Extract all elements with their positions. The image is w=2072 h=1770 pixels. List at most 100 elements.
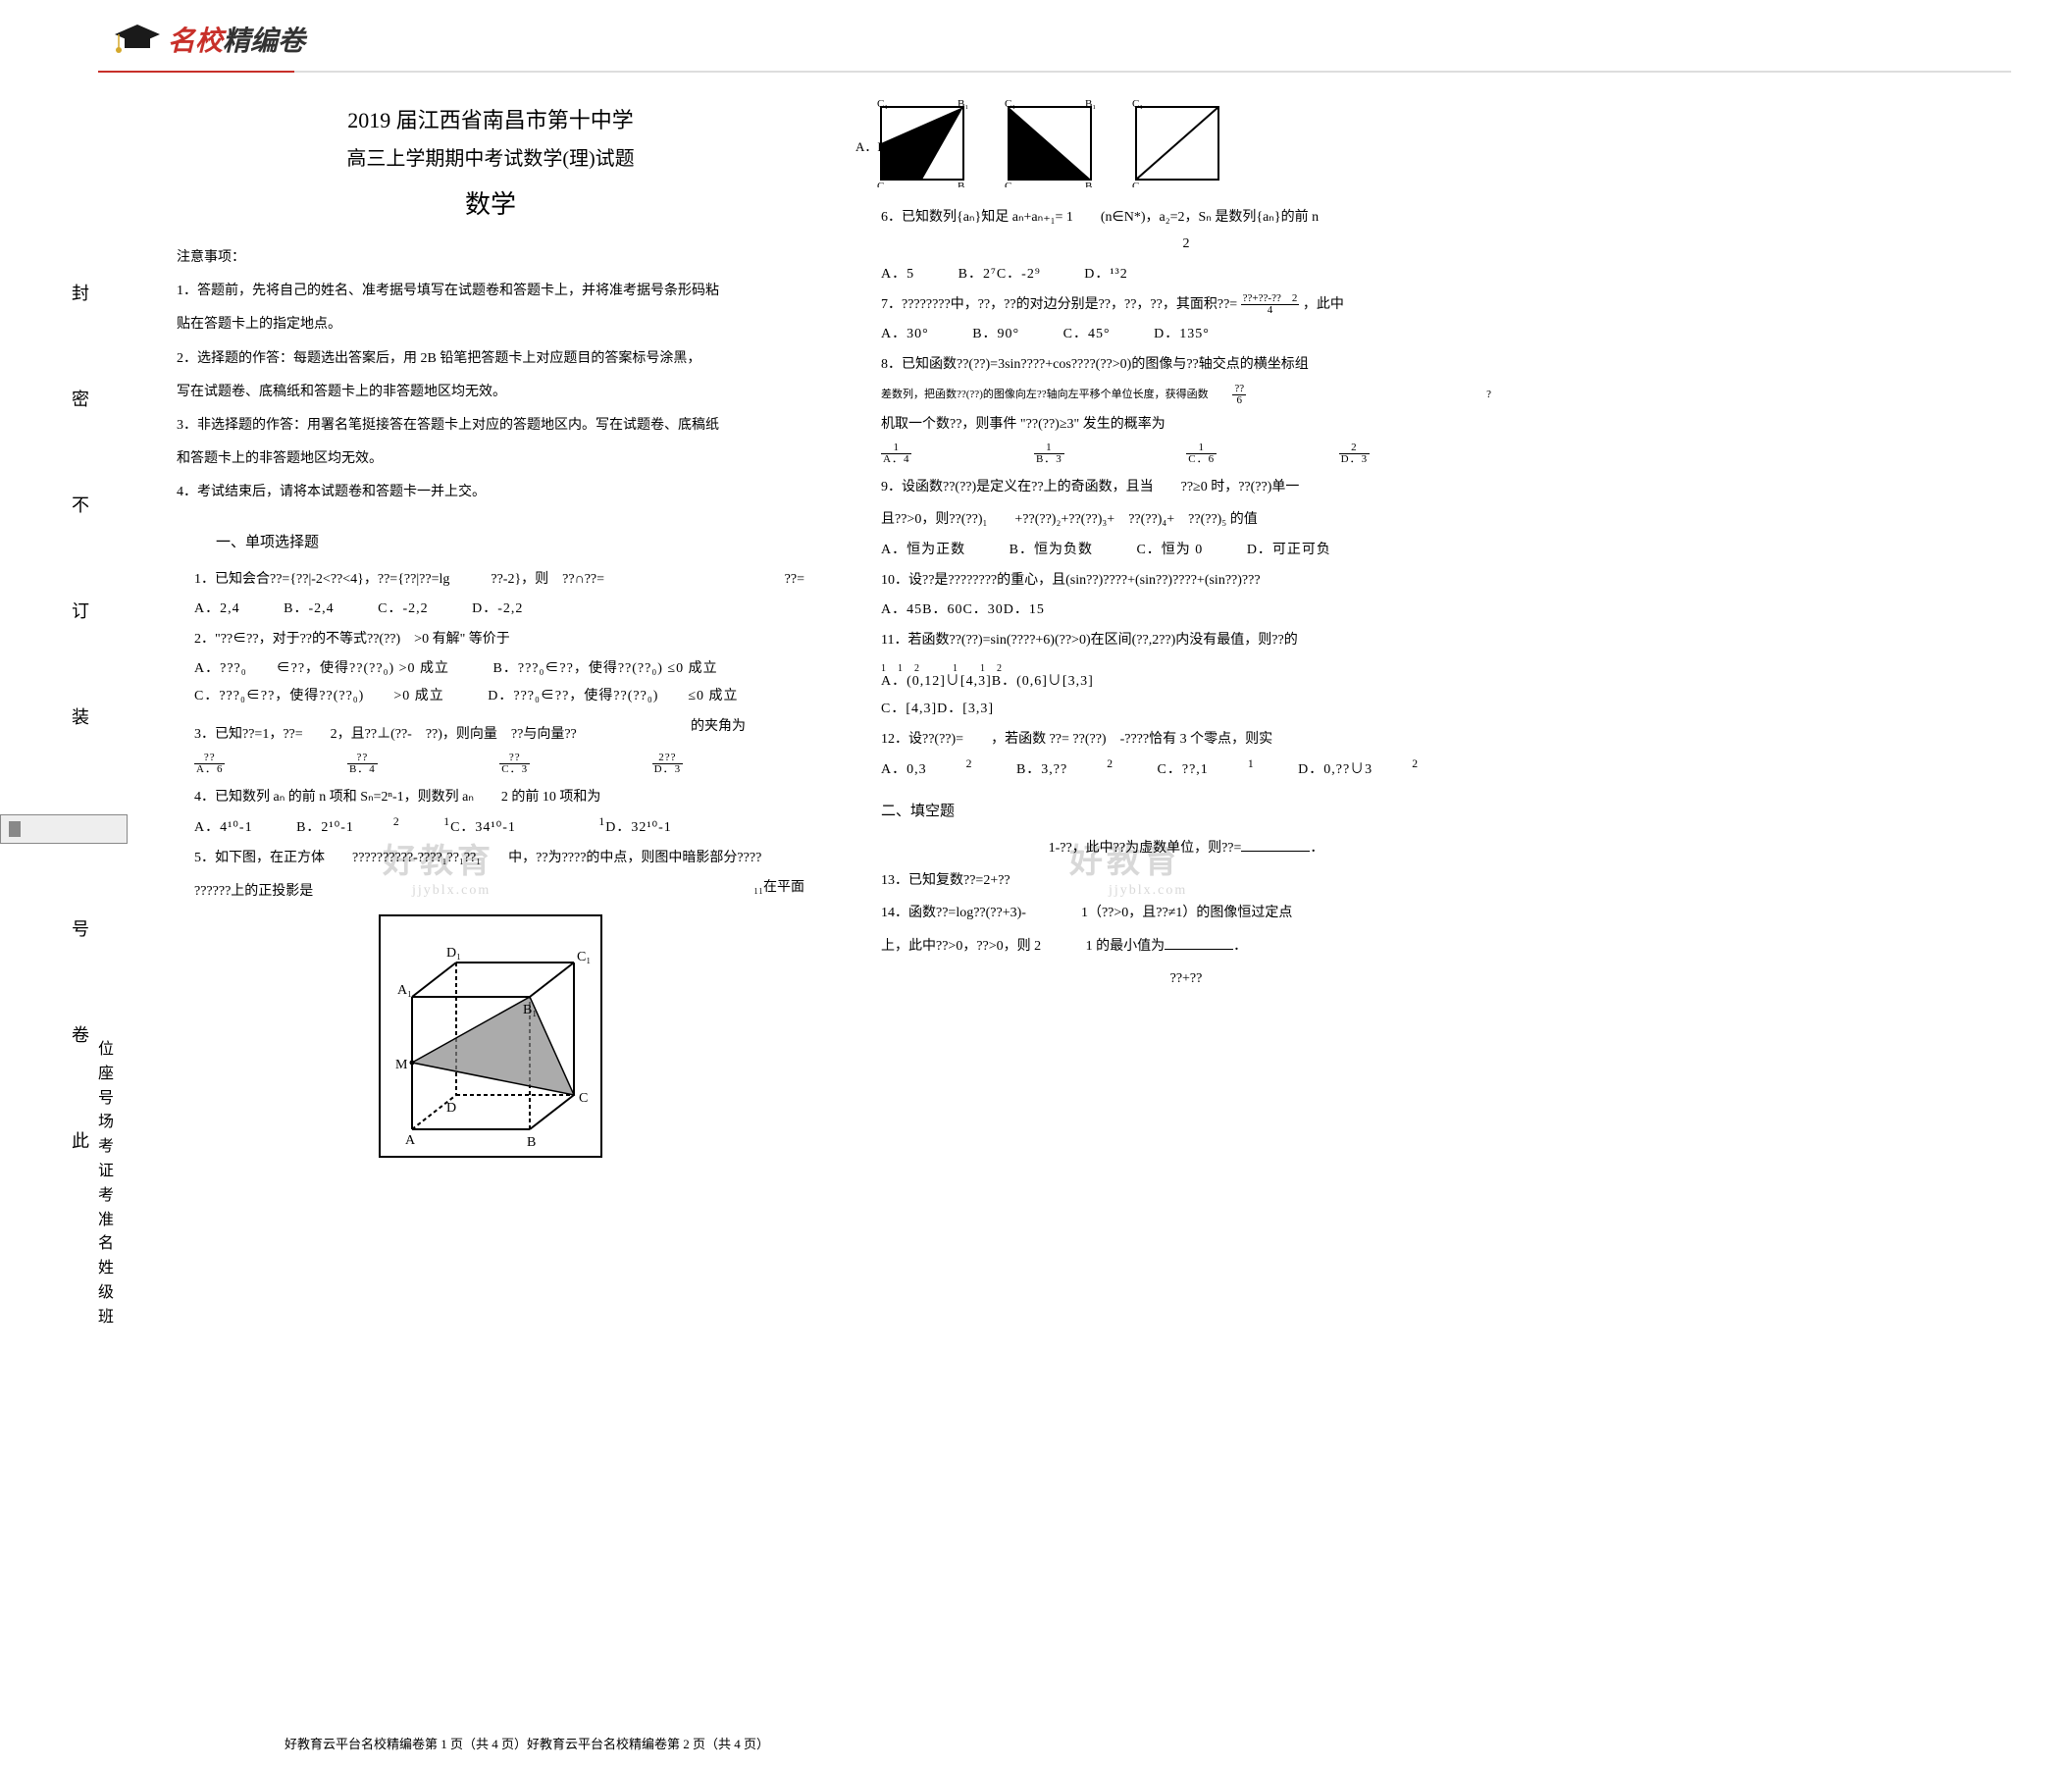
page-footer: 好教育云平台名校精编卷第 1 页（共 4 页）好教育云平台名校精编卷第 2 页（…	[285, 1734, 769, 1752]
v-label: 姓	[98, 1259, 118, 1279]
opt-c: C．???₀∈??，使得??(??₀) >0 成立	[194, 685, 444, 704]
note-line: 1．答题前，先将自己的姓名、准考据号填写在试题卷和答题卡上，并将准考据号条形码粘	[177, 276, 804, 307]
svg-text:M: M	[395, 1058, 408, 1072]
q8-line2: 差数列，把函数??(??)的图像向左??轴向左平移个单位长度，获得函数 ??6 …	[881, 384, 1491, 406]
q5-text: 5．如下图，在正方体 ??????????-????₁??₁??₁ 中，??为?…	[194, 851, 761, 865]
opt-d: D．¹³2	[1084, 263, 1128, 283]
q12-text: 12．设??(??)= ，若函数 ??= ??(??) -????恰有 3 个零…	[881, 732, 1272, 747]
page-1: 2019 届江西省南昌市第十中学 高三上学期期中考试数学(理)试题 数学 注意事…	[177, 93, 804, 1163]
q12-options: A．0,32 B．3,??2 C．??,11 D．0,??∪32	[881, 757, 1491, 778]
notes-heading: 注意事项：	[177, 242, 804, 274]
blank-field	[1165, 936, 1233, 950]
question-11: 11．若函数??(??)=sin(????+6)(??>0)在区间(??,2??…	[881, 626, 1491, 654]
opt-a: A．0,32	[881, 757, 972, 778]
bind-char: 号	[69, 920, 92, 938]
question-12: 12．设??(??)= ，若函数 ??= ??(??) -????恰有 3 个零…	[881, 725, 1491, 754]
header-divider	[98, 71, 2011, 73]
q8-options: 1A．4 1B．3 1C．6 2D．3	[881, 442, 1491, 465]
q14-frac: ??+??	[881, 964, 1491, 993]
svg-text:D₁: D₁	[446, 946, 461, 961]
svg-text:C₁: C₁	[577, 950, 591, 964]
question-14: 14．函数??=log??(??+3)- 1（??>0，且??≠1）的图像恒过定…	[881, 899, 1491, 927]
q9-line2: 且??>0，则??(??)₁ +??(??)₂+??(??)₃+ ??(??)₄…	[881, 505, 1491, 534]
opt-d: D．0,??∪32	[1298, 757, 1419, 778]
opt-a: A．4¹⁰-1	[194, 816, 253, 836]
q7-text: 7．????????中，??，??的对边分别是??，??，??，其面积??=	[881, 297, 1237, 312]
opt-a: ??A．6	[194, 753, 303, 775]
tab-marker	[0, 814, 128, 844]
opt-b: B．恒为负数	[1010, 539, 1093, 558]
opt-bc: B．2⁷C．-2⁹	[958, 263, 1041, 283]
opt-b: B．-2,4	[284, 598, 335, 617]
opt-c: C．恒为 0	[1136, 539, 1203, 558]
question-6: 6．已知数列{aₙ}知足 aₙ+aₙ₊₁= 1 (n∈N*)，a₂=2，Sₙ 是…	[881, 203, 1491, 232]
v-label: 班	[98, 1308, 118, 1328]
q7-frac: ??+??-?? 24	[1241, 293, 1300, 316]
opt-a: A．5	[881, 263, 914, 283]
section-2-heading: 二、填空题	[881, 800, 1491, 820]
opt-c: C．-2,2	[378, 598, 429, 617]
opt-c: C．45°	[1063, 323, 1111, 342]
opt-a: A．2,4	[194, 598, 240, 617]
option-fig-b: C₁ B₁ C B	[1001, 99, 1099, 187]
opt-c: 1C．34¹⁰-1	[443, 815, 555, 836]
grad-cap-icon	[113, 23, 162, 57]
svg-text:C: C	[877, 181, 884, 187]
svg-text:C: C	[1005, 181, 1011, 187]
q11-options-cd: C．[4,3]D．[3,3]	[881, 698, 1491, 717]
q9-options: A．恒为正数 B．恒为负数 C．恒为 0 D．可正可负	[881, 539, 1491, 558]
svg-text:C: C	[1132, 181, 1139, 187]
svg-text:B₁: B₁	[1085, 99, 1096, 110]
note-line: 3．非选择题的作答：用署名笔挺接答在答题卡上对应的答题地区内。写在试题卷、底稿纸	[177, 410, 804, 442]
svg-text:C₁: C₁	[1132, 99, 1143, 110]
opt-d: 2D．3	[1339, 442, 1448, 465]
q13a-text: 1-??，此中??为虚数单位，则??=	[1049, 841, 1242, 856]
logo-text-2: 精编卷	[223, 20, 305, 59]
brand-logo: 名校 精编卷	[113, 20, 305, 59]
opt-d: D．可正可负	[1247, 539, 1331, 558]
q11-options-ab: A．(0,12]∪[4,3]B．(0,6]∪[3,3]	[881, 670, 1491, 690]
opt-b: 1B．3	[1034, 442, 1143, 465]
cube-figure: A B C D A₁ B₁ C₁ D₁ M	[378, 913, 603, 1159]
q14-line2: 上，此中??>0，??>0，则 2 1 的最小值为．	[881, 932, 1491, 961]
q4-options: A．4¹⁰-1 B．2¹⁰-12 1C．34¹⁰-1 1D．32¹⁰-1	[194, 815, 804, 836]
q10-options: A．45B．60C．30D．15	[881, 599, 1491, 618]
q8-tail: ?	[1486, 384, 1491, 406]
opt-d: 2??D．3	[652, 753, 761, 775]
q6-frac: 2	[881, 230, 1491, 258]
bind-char: 订	[69, 602, 92, 620]
q5-line2: ??????上的正投影是	[194, 877, 804, 906]
note-line: 2．选择题的作答：每题选出答案后，用 2B 铅笔把答题卡上对应题目的答案标号涂黑…	[177, 343, 804, 375]
opt-a: A．???₀ ∈??，使得??(??₀) >0 成立	[194, 657, 449, 677]
svg-text:B: B	[527, 1135, 536, 1150]
question-10: 10．设??是????????的重心，且(sin??)????+(sin??)?…	[881, 566, 1491, 595]
q7-options: A．30° B．90° C．45° D．135°	[881, 323, 1491, 342]
q1-text: 1．已知会合??={??|-2<??<4}，??={??|??=lg ??-2}…	[194, 572, 604, 587]
q5-tail: ₁₁在平面	[753, 873, 804, 902]
opt-b: B．2¹⁰-12	[296, 815, 400, 836]
question-4: 4．已知数列 aₙ 的前 n 项和 Sₙ=2ⁿ-1，则数列 aₙ 2 的前 10…	[194, 783, 804, 811]
question-1: 1．已知会合??={??|-2<??<4}，??={??|??=lg ??-2}…	[194, 565, 804, 594]
q5-option-figures: A．B． C₁ B₁ C B C₁ B₁ C B C₁ C	[873, 99, 1491, 191]
question-9: 9．设函数??(??)是定义在??上的奇函数，且当 ??≥0 时，??(??)单…	[881, 473, 1491, 501]
q13-top: 1-??，此中??为虚数单位，则??=．	[881, 834, 1491, 862]
opt-a: 1A．4	[881, 442, 990, 465]
bind-char: 不	[69, 496, 92, 514]
q8-line3: 机取一个数??，则事件 "??(??)≥3" 发生的概率为	[881, 410, 1491, 439]
opt-c: C．??,11	[1158, 757, 1255, 778]
svg-text:B: B	[958, 181, 964, 187]
opt-d: D．-2,2	[472, 598, 523, 617]
bind-char: 卷	[69, 1026, 92, 1044]
exam-title-2: 高三上学期期中考试数学(理)试题	[177, 142, 804, 171]
q2-options-ab: A．???₀ ∈??，使得??(??₀) >0 成立 B．???₀∈??，使得?…	[194, 657, 804, 677]
v-label: 场	[98, 1113, 118, 1133]
opt-c: ??C．3	[499, 753, 608, 775]
opt-b: ??B．4	[347, 753, 456, 775]
q6-text: 6．已知数列{aₙ}知足 aₙ+aₙ₊₁= 1 (n∈N*)，a₂=2，Sₙ 是…	[881, 210, 1319, 225]
exam-title-1: 2019 届江西省南昌市第十中学	[177, 103, 804, 134]
opt-b: B．3,??2	[1016, 757, 1114, 778]
svg-text:B₁: B₁	[958, 99, 968, 110]
svg-text:C: C	[579, 1091, 588, 1106]
fig-opts-label: A．B．	[855, 136, 899, 155]
logo-text-1: 名校	[168, 20, 223, 59]
